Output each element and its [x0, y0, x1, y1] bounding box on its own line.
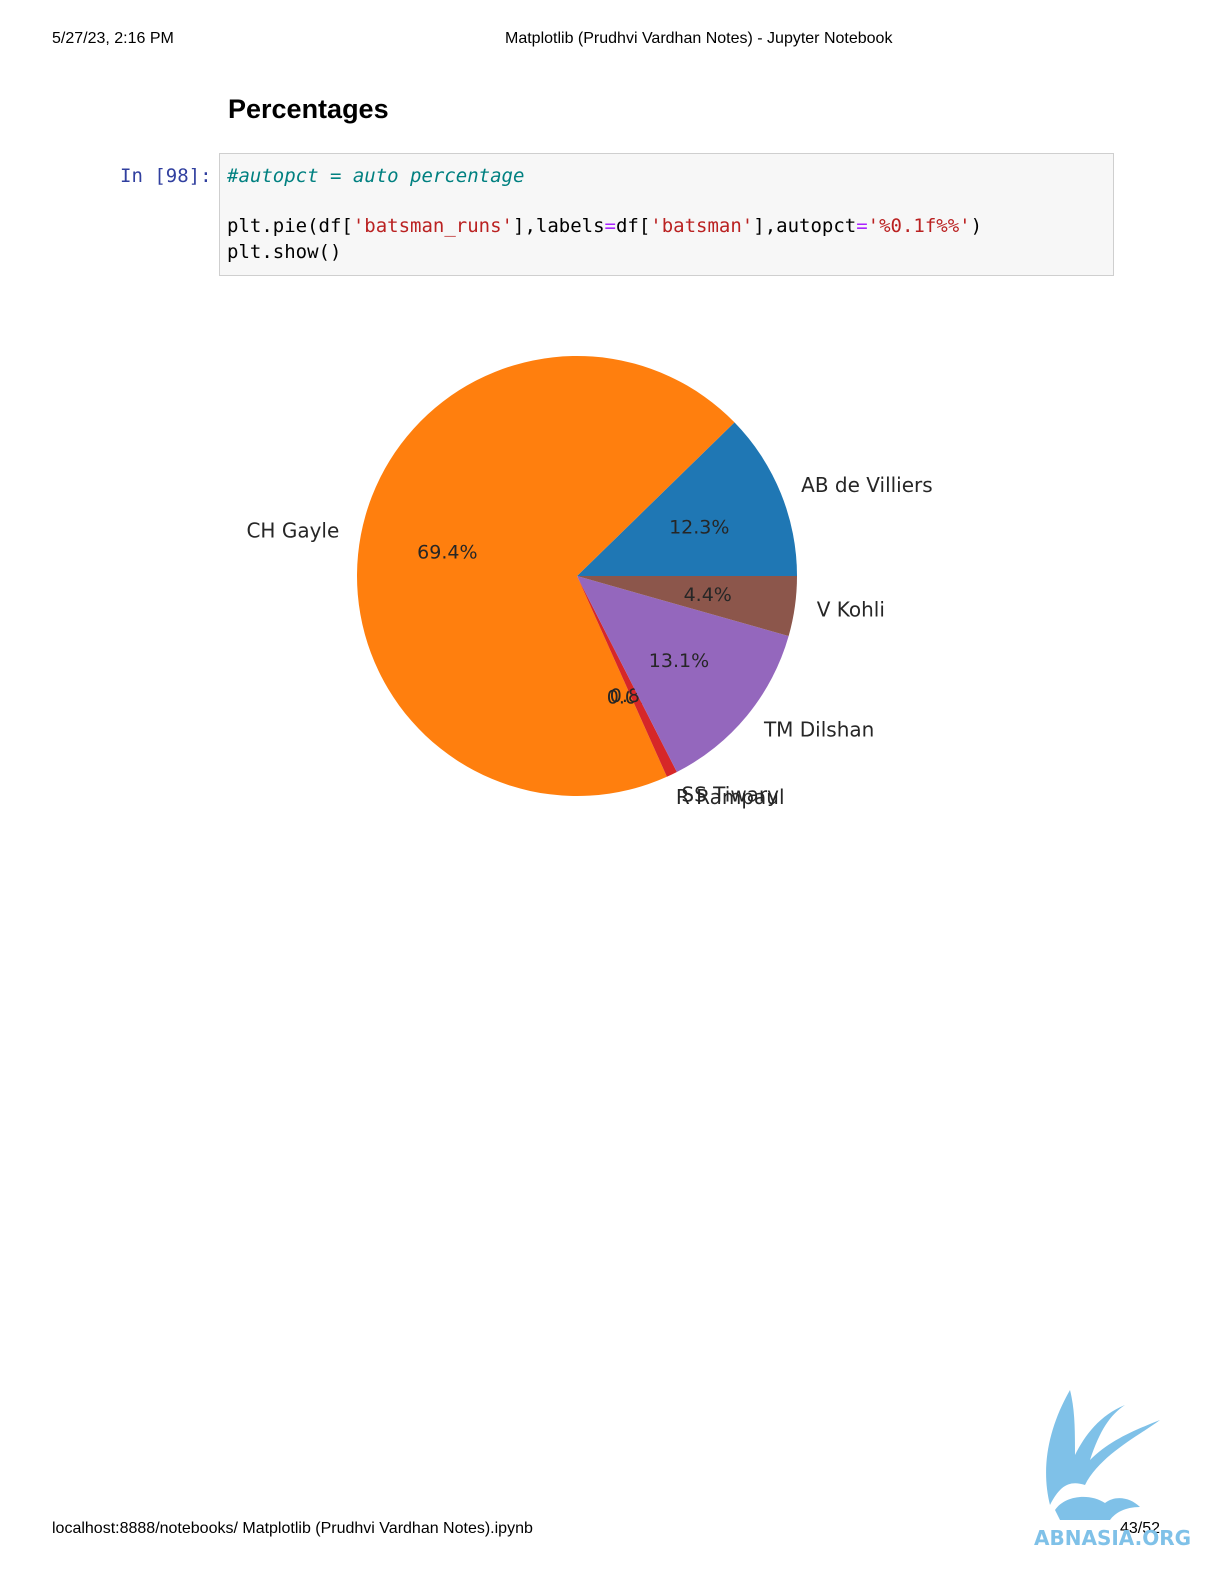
pie-percent-label: 4.4%	[684, 584, 732, 606]
griffin-logo-icon	[1046, 1390, 1160, 1520]
code-string-token: '%0.1f%%'	[867, 215, 971, 237]
pie-slice	[577, 576, 797, 637]
pie-percent-label: 69.4%	[417, 541, 477, 563]
code-token: plt.pie(df[	[227, 215, 353, 237]
pie-slice	[577, 576, 789, 773]
pie-percent-label: 12.3%	[669, 516, 729, 538]
code-token: df[	[615, 215, 651, 237]
print-datetime: 5/27/23, 2:16 PM	[52, 30, 174, 47]
cell-input-prompt: In [98]:	[120, 165, 212, 187]
print-page-number: 43/52	[1120, 1520, 1161, 1537]
pie-slice	[577, 422, 797, 576]
pie-slice-label: AB de Villiers	[801, 473, 933, 497]
pie-slice	[357, 355, 735, 796]
pie-slice-label: SS Tiwary	[681, 782, 779, 806]
code-string-token: 'batsman'	[650, 215, 754, 237]
code-operator-token: =	[604, 215, 616, 237]
code-show-line: plt.show()	[227, 241, 342, 263]
code-token: ],labels	[513, 215, 605, 237]
pie-slice-label: CH Gayle	[246, 519, 339, 543]
code-operator-token: =	[856, 215, 868, 237]
pie-slice-label: TM Dilshan	[763, 718, 874, 742]
code-token: ],autopct	[753, 215, 857, 237]
pie-slice	[577, 576, 677, 777]
code-comment-line: #autopct = auto percentage	[227, 165, 525, 187]
code-token: )	[970, 215, 983, 237]
watermark-text: ABNASIA.ORG	[1034, 1526, 1191, 1550]
watermark-logo: ABNASIA.ORG	[1034, 1390, 1191, 1550]
print-page-title: Matplotlib (Prudhvi Vardhan Notes) - Jup…	[505, 30, 893, 47]
pie-percent-label: 13.1%	[649, 650, 709, 672]
pie-slice-label: R Rampaul	[676, 785, 785, 809]
code-cell[interactable]: #autopct = auto percentage plt.pie(df['b…	[219, 153, 1114, 276]
print-url: localhost:8888/notebooks/ Matplotlib (Pr…	[52, 1520, 533, 1537]
pie-chart: AB de Villiers 12.3% CH Gayle 69.4% R Rampau…	[246, 355, 933, 809]
section-heading: Percentages	[228, 94, 389, 124]
pie-slice-label: V Kohli	[817, 597, 885, 621]
code-string-token: 'batsman_runs'	[352, 215, 513, 237]
code-pie-line: plt.pie(df['batsman_runs'],labels=df['ba…	[227, 215, 982, 237]
